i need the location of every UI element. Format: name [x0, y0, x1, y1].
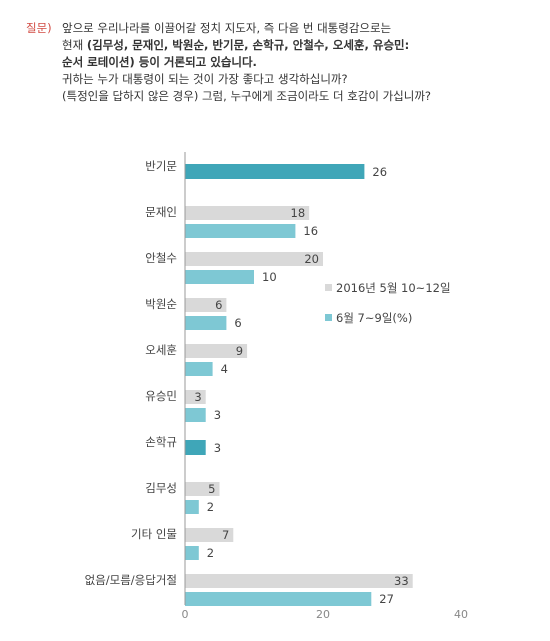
- data-label-june-cat-2: 10: [262, 270, 277, 284]
- question-line-5: (특정인을 답하지 않은 경우) 그럼, 누구에게 조금이라도 더 호감이 가십…: [62, 89, 432, 103]
- x-tick-label-1: 20: [316, 608, 330, 621]
- x-tick-label-0: 0: [182, 608, 189, 621]
- data-label-june-cat-3: 6: [234, 316, 241, 330]
- bar-june-cat-2: [185, 270, 254, 284]
- question-line-2-prefix: 현재: [62, 38, 87, 52]
- data-label-may-cat-4: 9: [236, 344, 243, 358]
- bar-may-cat-2: [185, 252, 323, 266]
- bar-june-cat-0: [185, 164, 365, 179]
- data-label-june-cat-6: 3: [214, 441, 221, 455]
- data-label-may-cat-5: 3: [194, 390, 201, 404]
- bar-may-cat-5: [185, 390, 206, 404]
- category-label-cat-0: 반기문: [145, 159, 177, 173]
- category-label-cat-5: 유승민: [145, 389, 177, 403]
- bar-may-cat-9: [185, 574, 413, 588]
- question-label: 질문): [26, 21, 52, 35]
- bar-may-cat-4: [185, 344, 248, 358]
- bar-june-cat-6: [185, 440, 206, 455]
- legend-label-1: 6월 7~9일(%): [336, 311, 412, 325]
- question-line-3-rotation: 순서 로테이션): [62, 55, 135, 69]
- data-label-june-cat-0: 26: [372, 165, 387, 179]
- bar-june-cat-1: [185, 224, 296, 238]
- category-label-cat-7: 김무성: [145, 481, 177, 495]
- legend-swatch-1: [325, 314, 332, 321]
- bar-may-cat-8: [185, 528, 234, 542]
- category-label-cat-2: 안철수: [145, 251, 177, 265]
- bar-june-cat-3: [185, 316, 227, 330]
- data-label-may-cat-8: 7: [222, 528, 229, 542]
- data-label-june-cat-1: 16: [303, 224, 318, 238]
- category-label-cat-6: 손학규: [145, 435, 177, 449]
- category-label-cat-3: 박원순: [145, 297, 177, 311]
- category-label-cat-8: 기타 인물: [131, 527, 177, 541]
- question-line-2-candidates: (김무성, 문재인, 박원순, 반기문, 손학규, 안철수, 오세훈, 유승민:: [86, 38, 410, 52]
- data-label-june-cat-9: 27: [379, 592, 394, 606]
- bar-may-cat-7: [185, 482, 220, 496]
- data-label-june-cat-7: 2: [207, 500, 214, 514]
- category-label-cat-1: 문재인: [145, 205, 177, 219]
- question-line-1: 앞으로 우리나라를 이끌어갈 정치 지도자, 즉 다음 번 대통령감으로는: [62, 21, 392, 35]
- data-label-may-cat-3: 6: [215, 298, 222, 312]
- bar-may-cat-3: [185, 298, 227, 312]
- data-label-june-cat-4: 4: [221, 362, 228, 376]
- bar-june-cat-4: [185, 362, 213, 376]
- bar-june-cat-5: [185, 408, 206, 422]
- x-tick-label-2: 40: [454, 608, 468, 621]
- data-label-may-cat-1: 18: [291, 206, 306, 220]
- bar-june-cat-9: [185, 592, 372, 606]
- category-label-cat-9: 없음/모름/응답거절: [85, 573, 177, 587]
- question-line-3-rest: 등이 거론되고 있습니다.: [134, 55, 257, 69]
- bar-may-cat-1: [185, 206, 310, 220]
- question-block: 질문) 앞으로 우리나라를 이끌어갈 정치 지도자, 즉 다음 번 대통령감으로…: [8, 20, 544, 105]
- data-label-may-cat-2: 20: [304, 252, 319, 266]
- category-label-cat-4: 오세훈: [145, 343, 177, 357]
- data-label-may-cat-7: 5: [208, 482, 215, 496]
- data-label-may-cat-9: 33: [394, 574, 409, 588]
- legend-swatch-0: [325, 284, 332, 291]
- data-label-june-cat-5: 3: [214, 408, 221, 422]
- bar-june-cat-7: [185, 500, 199, 514]
- legend-label-0: 2016년 5월 10~12일: [336, 281, 451, 295]
- bar-june-cat-8: [185, 546, 199, 560]
- data-label-june-cat-8: 2: [207, 546, 214, 560]
- question-line-4: 귀하는 누가 대통령이 되는 것이 가장 좋다고 생각하십니까?: [62, 72, 348, 86]
